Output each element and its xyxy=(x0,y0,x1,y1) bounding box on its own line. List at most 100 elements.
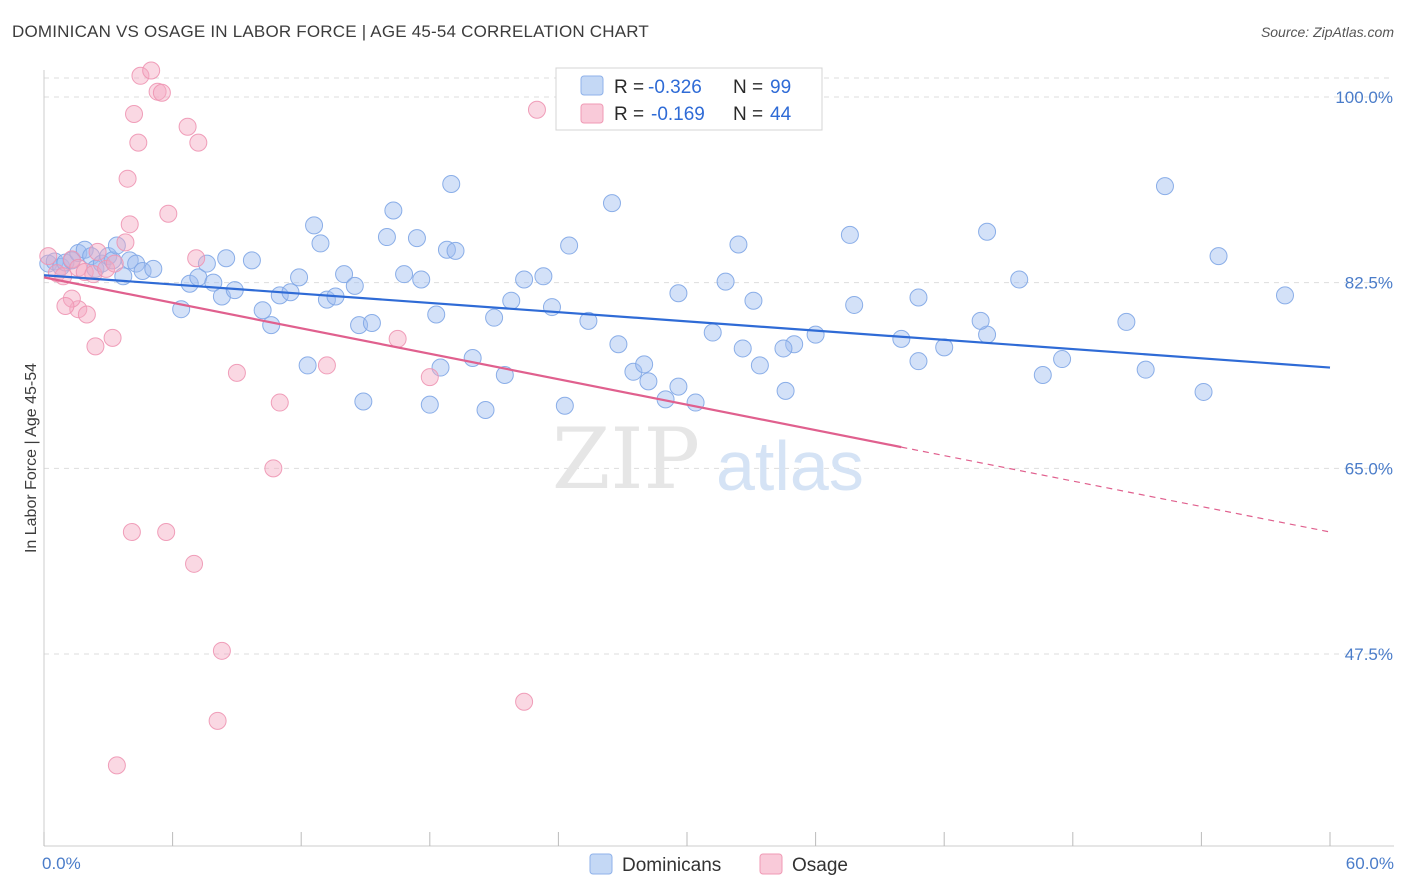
dominican-point-91 xyxy=(978,222,997,241)
dominican-point-42 xyxy=(377,228,396,247)
dominican-point-43 xyxy=(384,201,403,220)
dominican-point-64 xyxy=(602,194,621,213)
legend-r-value-osage: -0.169 xyxy=(651,104,705,125)
osage-point-26 xyxy=(187,249,206,268)
dominican-point-81 xyxy=(774,339,793,358)
osage-point-40 xyxy=(107,756,126,775)
osage-point-41 xyxy=(515,692,534,711)
dominican-point-55 xyxy=(495,365,514,384)
dominican-point-48 xyxy=(427,305,446,324)
osage-point-35 xyxy=(122,522,141,541)
legend-swatch-dominicans xyxy=(580,75,604,96)
osage-point-20 xyxy=(142,61,161,80)
dominican-point-15 xyxy=(127,254,146,273)
legend-n-label-dominicans: N = xyxy=(733,77,763,98)
dominican-point-67 xyxy=(639,372,658,391)
dominican-point-71 xyxy=(669,284,688,303)
dominican-point-98 xyxy=(1209,247,1228,266)
osage-point-16 xyxy=(125,104,144,123)
dominican-point-86 xyxy=(909,352,928,371)
grid-lines xyxy=(44,77,1394,655)
osage-point-32 xyxy=(420,368,439,387)
osage-point-15 xyxy=(129,133,148,152)
dominican-point-56 xyxy=(442,174,461,193)
dominican-point-44 xyxy=(395,265,414,284)
legend-r-label-dominicans: R = xyxy=(614,77,644,98)
dominican-point-24 xyxy=(217,249,236,268)
dominican-point-33 xyxy=(305,216,324,235)
dominican-point-46 xyxy=(412,270,431,289)
dominican-point-28 xyxy=(262,316,281,335)
dominican-point-66 xyxy=(624,362,643,381)
legend-r-value-dominicans: -0.326 xyxy=(648,77,702,98)
dominican-point-70 xyxy=(669,377,688,396)
dominican-point-16 xyxy=(133,261,152,280)
dominican-point-90 xyxy=(971,311,990,330)
dominican-point-95 xyxy=(1117,312,1136,331)
dominican-point-57 xyxy=(502,291,521,310)
dominican-point-76 xyxy=(729,235,748,254)
dominican-point-73 xyxy=(703,323,722,342)
osage-point-11 xyxy=(77,305,96,324)
series-legend: Dominicans Osage xyxy=(589,853,848,876)
osage-point-12 xyxy=(103,328,122,347)
osage-trend-line xyxy=(43,276,902,449)
dominican-point-31 xyxy=(290,268,309,287)
osage-point-18 xyxy=(152,83,171,102)
dominican-trend-line xyxy=(43,274,1331,369)
dominican-point-84 xyxy=(845,295,864,314)
y-tick-label-82-5: 82.5% xyxy=(1345,274,1393,293)
y-tick-labels: 100.0% 82.5% 65.0% 47.5% xyxy=(1335,88,1393,664)
dominican-point-65 xyxy=(609,335,628,354)
dominican-point-62 xyxy=(555,396,574,415)
osage-point-21 xyxy=(178,117,197,136)
legend-n-value-dominicans: 99 xyxy=(770,77,791,98)
dominican-point-87 xyxy=(909,288,928,307)
dominican-point-21 xyxy=(197,254,216,273)
series-legend-swatch-dominicans xyxy=(589,853,613,875)
legend-swatch-osage xyxy=(580,103,604,124)
osage-trend-line-extension xyxy=(901,446,1331,533)
dominican-point-38 xyxy=(345,276,364,295)
y-tick-label-100: 100.0% xyxy=(1335,88,1393,107)
series-legend-label-osage: Osage xyxy=(792,855,848,876)
osage-point-36 xyxy=(157,522,176,541)
osage-point-25 xyxy=(116,233,135,252)
dominican-point-26 xyxy=(242,251,261,270)
dominican-point-32 xyxy=(298,356,317,375)
dominican-point-17 xyxy=(144,259,163,278)
dominican-point-80 xyxy=(776,381,795,400)
dominican-point-40 xyxy=(354,392,373,411)
osage-point-9 xyxy=(105,254,124,273)
dominican-point-93 xyxy=(1033,365,1052,384)
osage-point-33 xyxy=(527,100,546,119)
dominican-point-54 xyxy=(476,400,495,419)
x-axis-ticks xyxy=(43,832,1331,846)
osage-point-28 xyxy=(270,393,289,412)
dominican-point-92 xyxy=(1010,270,1029,289)
dominican-point-74 xyxy=(716,272,735,291)
dominican-point-99 xyxy=(1194,382,1213,401)
dominican-point-88 xyxy=(935,338,954,357)
trend-lines xyxy=(43,274,1331,533)
dominican-point-75 xyxy=(733,339,752,358)
osage-point-19 xyxy=(131,66,150,85)
osage-point-0 xyxy=(39,247,58,266)
osage-point-38 xyxy=(212,641,231,660)
series-legend-swatch-osage xyxy=(759,853,783,875)
osage-point-23 xyxy=(159,204,178,223)
dominican-point-41 xyxy=(362,313,381,332)
dominican-point-79 xyxy=(785,335,804,354)
y-tick-label-65: 65.0% xyxy=(1345,459,1393,478)
x-tick-label-max: 60.0% xyxy=(1346,854,1394,873)
dominican-point-51 xyxy=(446,241,465,260)
osage-point-22 xyxy=(189,133,208,152)
osage-point-27 xyxy=(227,363,246,382)
dominican-point-45 xyxy=(407,229,426,248)
osage-point-31 xyxy=(388,329,407,348)
osage-point-43 xyxy=(56,297,75,316)
osage-point-42 xyxy=(62,289,81,308)
stats-legend: R = -0.326 N = 99 R = -0.169 N = 44 xyxy=(555,67,823,131)
dominican-point-61 xyxy=(560,236,579,255)
